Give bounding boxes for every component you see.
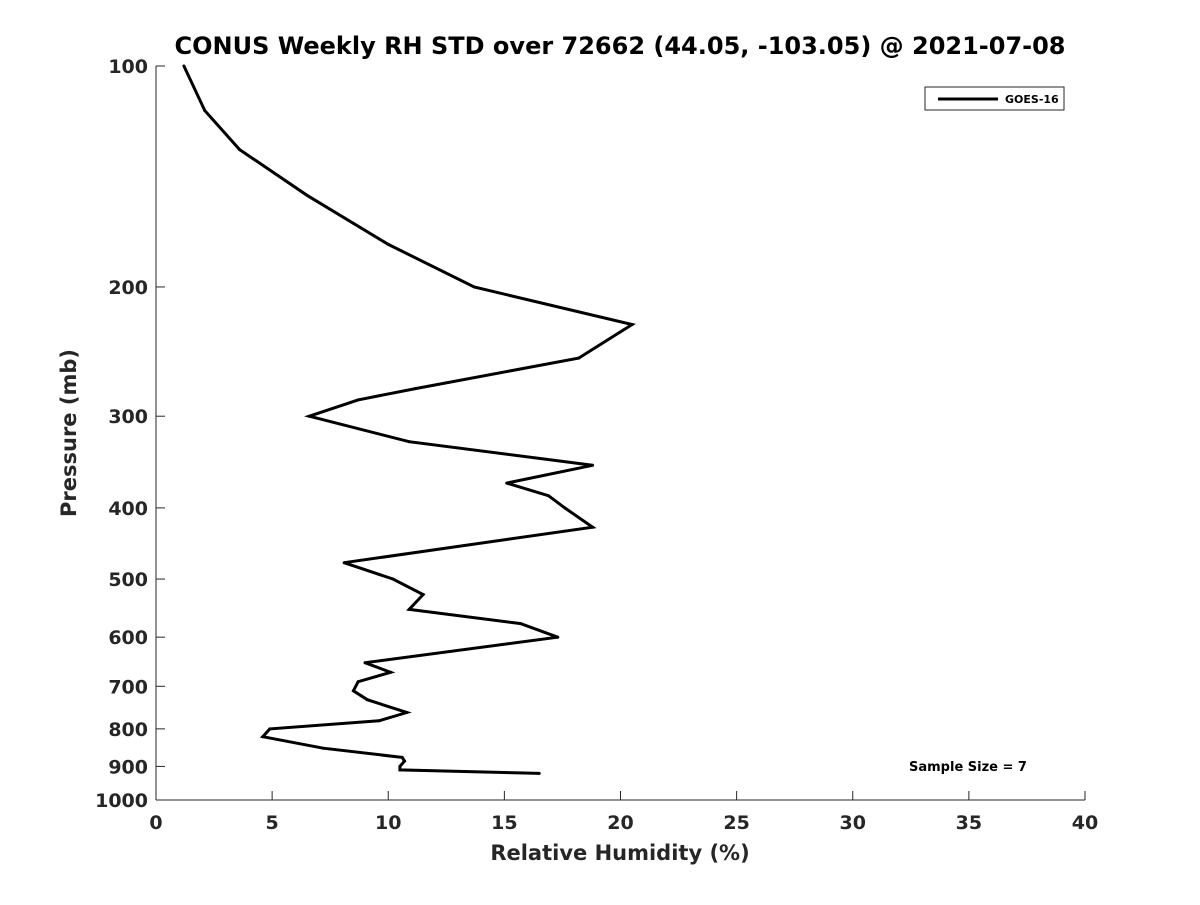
x-tick-label: 15 — [491, 812, 517, 834]
data-point — [307, 414, 311, 418]
data-point — [407, 440, 411, 444]
data-point — [365, 698, 369, 702]
data-point — [591, 525, 595, 529]
legend-entry-goes-16: GOES-16 — [1005, 93, 1059, 106]
data-point — [405, 711, 409, 714]
data-point — [363, 661, 367, 665]
data-point — [182, 64, 186, 68]
x-tick-label: 40 — [1072, 812, 1098, 834]
series-line-goes-16 — [182, 65, 636, 775]
y-tick-label: 500 — [108, 569, 148, 591]
y-tick-label: 800 — [108, 719, 148, 741]
x-tick-label: 20 — [607, 812, 633, 834]
y-tick-label: 1000 — [95, 790, 148, 812]
data-point — [398, 768, 402, 772]
data-point — [403, 759, 406, 763]
x-axis-label: Relative Humidity (%) — [490, 841, 749, 865]
data-point — [386, 242, 390, 246]
x-tick-label: 30 — [840, 812, 866, 834]
data-point — [268, 727, 272, 731]
y-tick-label: 400 — [108, 498, 148, 520]
data-point — [377, 719, 381, 723]
data-point — [342, 561, 346, 565]
data-point — [472, 285, 476, 289]
data-point — [238, 148, 242, 152]
data-point — [547, 494, 550, 498]
data-point — [414, 387, 418, 390]
y-tick-label: 300 — [108, 406, 148, 428]
data-point — [356, 680, 360, 684]
data-point — [407, 607, 411, 611]
x-tick-label: 0 — [149, 812, 162, 834]
y-tick-label: 100 — [108, 56, 148, 78]
data-point — [356, 398, 360, 402]
data-point — [577, 356, 581, 360]
data-point — [537, 771, 541, 775]
data-point — [398, 764, 402, 768]
data-point — [556, 635, 560, 639]
data-point — [389, 670, 393, 674]
x-tick-label: 10 — [375, 812, 401, 834]
data-point — [421, 593, 425, 597]
data-point — [351, 689, 355, 693]
data-point — [203, 109, 207, 113]
y-tick-label: 600 — [108, 627, 148, 649]
plot-area: 0 5 10 15 20 25 30 35 40 100 200 300 400 500 600 700 800… — [95, 56, 1098, 834]
sample-size-annotation: Sample Size = 7 — [909, 760, 1027, 775]
data-point — [505, 481, 509, 485]
data-point — [321, 746, 325, 750]
data-point — [630, 323, 634, 326]
data-point — [400, 755, 404, 759]
x-tick-label: 5 — [266, 812, 279, 834]
y-tick-label: 700 — [108, 676, 148, 698]
y-tick-label: 900 — [108, 756, 148, 778]
data-point — [305, 193, 309, 197]
x-tick-label: 25 — [723, 812, 749, 834]
data-point — [591, 463, 595, 467]
y-tick-label: 200 — [108, 277, 148, 299]
data-point — [519, 622, 523, 626]
data-point — [563, 506, 567, 510]
legend: GOES-16 — [924, 86, 1065, 111]
data-point — [261, 735, 265, 739]
chart-title: CONUS Weekly RH STD over 72662 (44.05, -… — [174, 32, 1065, 60]
x-tick-label: 35 — [956, 812, 982, 834]
data-point — [391, 577, 395, 581]
y-axis-label: Pressure (mb) — [57, 349, 81, 517]
